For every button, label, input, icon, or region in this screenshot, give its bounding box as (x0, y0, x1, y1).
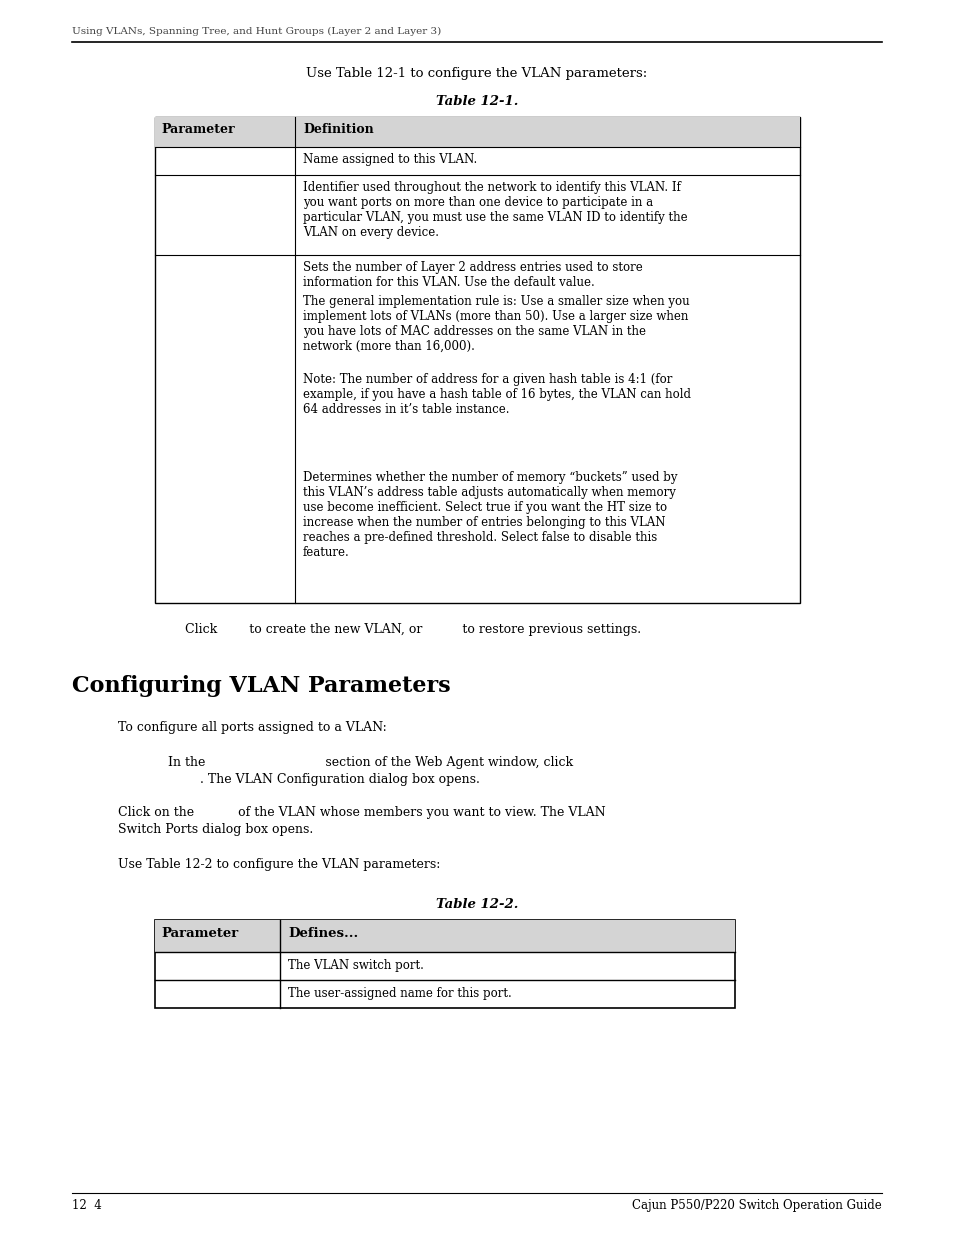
Bar (154, 117, 800, 603)
Text: Parameter: Parameter (161, 927, 238, 940)
Text: Defines...: Defines... (288, 927, 358, 940)
Text: Use Table 12-2 to configure the VLAN parameters:: Use Table 12-2 to configure the VLAN par… (118, 858, 440, 871)
Text: Definition: Definition (303, 124, 374, 136)
Text: Using VLANs, Spanning Tree, and Hunt Groups (Layer 2 and Layer 3): Using VLANs, Spanning Tree, and Hunt Gro… (71, 27, 441, 36)
Text: To configure all ports assigned to a VLAN:: To configure all ports assigned to a VLA… (118, 721, 386, 734)
Text: Parameter: Parameter (161, 124, 234, 136)
Bar (154, 920, 734, 1008)
Text: Table 12-1.: Table 12-1. (436, 95, 517, 107)
Text: . The VLAN Configuration dialog box opens.: . The VLAN Configuration dialog box open… (168, 773, 479, 785)
Text: Sets the number of Layer 2 address entries used to store
information for this VL: Sets the number of Layer 2 address entri… (303, 261, 642, 289)
Text: Switch Ports dialog box opens.: Switch Ports dialog box opens. (118, 823, 313, 836)
Text: The user-assigned name for this port.: The user-assigned name for this port. (288, 987, 511, 1000)
Bar (154, 920, 734, 952)
Text: Table 12-2.: Table 12-2. (436, 898, 517, 911)
Text: 12  4: 12 4 (71, 1199, 102, 1212)
Bar (154, 117, 800, 147)
Text: Use Table 12-1 to configure the VLAN parameters:: Use Table 12-1 to configure the VLAN par… (306, 67, 647, 80)
Text: In the                              section of the Web Agent window, click: In the section of the Web Agent window, … (168, 756, 573, 769)
Text: Click        to create the new VLAN, or          to restore previous settings.: Click to create the new VLAN, or to rest… (185, 622, 640, 636)
Text: The general implementation rule is: Use a smaller size when you
implement lots o: The general implementation rule is: Use … (303, 295, 689, 353)
Text: Identifier used throughout the network to identify this VLAN. If
you want ports : Identifier used throughout the network t… (303, 182, 687, 240)
Text: The VLAN switch port.: The VLAN switch port. (288, 960, 423, 972)
Text: Note: The number of address for a given hash table is 4:1 (for
example, if you h: Note: The number of address for a given … (303, 373, 690, 416)
Text: Configuring VLAN Parameters: Configuring VLAN Parameters (71, 676, 450, 697)
Text: Name assigned to this VLAN.: Name assigned to this VLAN. (303, 153, 476, 165)
Text: Click on the           of the VLAN whose members you want to view. The VLAN: Click on the of the VLAN whose members y… (118, 806, 605, 819)
Text: Determines whether the number of memory “buckets” used by
this VLAN’s address ta: Determines whether the number of memory … (303, 471, 677, 559)
Text: Cajun P550/P220 Switch Operation Guide: Cajun P550/P220 Switch Operation Guide (632, 1199, 882, 1212)
